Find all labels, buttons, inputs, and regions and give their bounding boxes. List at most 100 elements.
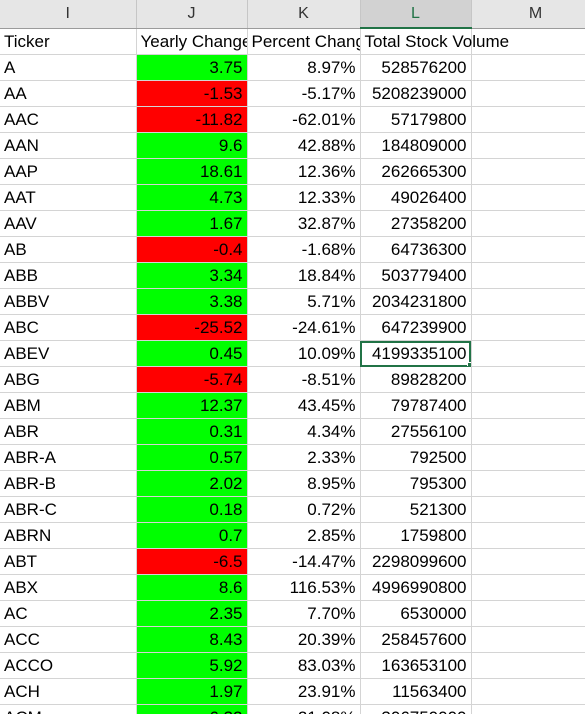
empty-cell[interactable]: [471, 158, 585, 185]
empty-cell[interactable]: [471, 392, 585, 419]
percent-change-cell[interactable]: 12.36%: [247, 158, 361, 185]
ticker-cell[interactable]: ABB: [0, 262, 137, 289]
column-header-i[interactable]: I: [0, 0, 137, 29]
empty-cell[interactable]: [471, 80, 585, 107]
ticker-cell[interactable]: ABEV: [0, 340, 137, 367]
total-volume-cell[interactable]: 89828200: [360, 366, 472, 393]
total-volume-cell[interactable]: 27556100: [360, 418, 472, 445]
ticker-cell[interactable]: AC: [0, 600, 137, 627]
column-header-m[interactable]: M: [471, 0, 585, 29]
percent-change-cell[interactable]: 21.08%: [247, 704, 361, 714]
yearly-change-cell[interactable]: 18.61: [136, 158, 248, 185]
empty-cell[interactable]: [471, 496, 585, 523]
ticker-cell[interactable]: ABR-B: [0, 470, 137, 497]
percent-change-cell[interactable]: 18.84%: [247, 262, 361, 289]
percent-change-cell[interactable]: 43.45%: [247, 392, 361, 419]
total-volume-cell[interactable]: 528576200: [360, 54, 472, 81]
yearly-change-cell[interactable]: -0.4: [136, 236, 248, 263]
yearly-change-cell[interactable]: 8.6: [136, 574, 248, 601]
yearly-change-cell[interactable]: 1.67: [136, 210, 248, 237]
total-volume-cell[interactable]: 64736300: [360, 236, 472, 263]
empty-cell[interactable]: [471, 418, 585, 445]
ticker-cell[interactable]: AAN: [0, 132, 137, 159]
empty-cell[interactable]: [471, 340, 585, 367]
empty-cell[interactable]: [471, 548, 585, 575]
percent-change-cell[interactable]: 23.91%: [247, 678, 361, 705]
yearly-change-cell[interactable]: 1.97: [136, 678, 248, 705]
ticker-cell[interactable]: AB: [0, 236, 137, 263]
yearly-change-cell[interactable]: 0.57: [136, 444, 248, 471]
yearly-change-cell[interactable]: 6.32: [136, 704, 248, 714]
total-volume-cell[interactable]: 792500: [360, 444, 472, 471]
ticker-cell[interactable]: ABRN: [0, 522, 137, 549]
total-volume-cell[interactable]: 795300: [360, 470, 472, 497]
percent-change-cell[interactable]: 5.71%: [247, 288, 361, 315]
ticker-cell[interactable]: ABR: [0, 418, 137, 445]
percent-change-cell[interactable]: 8.97%: [247, 54, 361, 81]
total-volume-cell[interactable]: 2034231800: [360, 288, 472, 315]
empty-cell[interactable]: [471, 314, 585, 341]
percent-change-cell[interactable]: -62.01%: [247, 106, 361, 133]
total-volume-cell[interactable]: 57179800: [360, 106, 472, 133]
ticker-header-cell[interactable]: Ticker: [0, 28, 137, 55]
total-volume-cell[interactable]: 1759800: [360, 522, 472, 549]
yearly-change-cell[interactable]: -5.74: [136, 366, 248, 393]
yearly-change-cell[interactable]: 0.45: [136, 340, 248, 367]
ticker-cell[interactable]: ABC: [0, 314, 137, 341]
yearly-change-cell[interactable]: 0.7: [136, 522, 248, 549]
yearly-change-cell[interactable]: 12.37: [136, 392, 248, 419]
total-volume-cell[interactable]: 2298099600: [360, 548, 472, 575]
ticker-cell[interactable]: ABX: [0, 574, 137, 601]
empty-cell[interactable]: [471, 54, 585, 81]
empty-cell[interactable]: [471, 236, 585, 263]
empty-cell[interactable]: [471, 626, 585, 653]
yearly-change-cell[interactable]: 0.18: [136, 496, 248, 523]
percent-change-cell[interactable]: 12.33%: [247, 184, 361, 211]
ticker-cell[interactable]: ABBV: [0, 288, 137, 315]
yearly-change-cell[interactable]: 3.75: [136, 54, 248, 81]
yearly-change-cell[interactable]: 4.73: [136, 184, 248, 211]
total-volume-cell[interactable]: 306750000: [360, 704, 472, 714]
empty-cell[interactable]: [471, 262, 585, 289]
empty-cell[interactable]: [471, 574, 585, 601]
percent-change-header-cell[interactable]: Percent Change: [247, 28, 361, 55]
total-volume-cell[interactable]: 184809000: [360, 132, 472, 159]
total-volume-cell[interactable]: 262665300: [360, 158, 472, 185]
ticker-cell[interactable]: ABG: [0, 366, 137, 393]
ticker-cell[interactable]: AAV: [0, 210, 137, 237]
yearly-change-cell[interactable]: -6.5: [136, 548, 248, 575]
ticker-cell[interactable]: ABM: [0, 392, 137, 419]
percent-change-cell[interactable]: 0.72%: [247, 496, 361, 523]
yearly-change-cell[interactable]: 3.34: [136, 262, 248, 289]
percent-change-cell[interactable]: 4.34%: [247, 418, 361, 445]
ticker-cell[interactable]: ACCO: [0, 652, 137, 679]
percent-change-cell[interactable]: 10.09%: [247, 340, 361, 367]
column-header-l[interactable]: L: [360, 0, 472, 29]
empty-cell[interactable]: [471, 704, 585, 714]
empty-cell[interactable]: [471, 652, 585, 679]
percent-change-cell[interactable]: 32.87%: [247, 210, 361, 237]
percent-change-cell[interactable]: 7.70%: [247, 600, 361, 627]
empty-cell[interactable]: [471, 288, 585, 315]
ticker-cell[interactable]: AA: [0, 80, 137, 107]
total-volume-cell[interactable]: 258457600: [360, 626, 472, 653]
empty-cell[interactable]: [471, 600, 585, 627]
total-volume-cell[interactable]: 11563400: [360, 678, 472, 705]
percent-change-cell[interactable]: 20.39%: [247, 626, 361, 653]
empty-cell[interactable]: [471, 132, 585, 159]
percent-change-cell[interactable]: 2.33%: [247, 444, 361, 471]
total-volume-cell[interactable]: 27358200: [360, 210, 472, 237]
empty-cell[interactable]: [471, 106, 585, 133]
yearly-change-cell[interactable]: 3.38: [136, 288, 248, 315]
ticker-cell[interactable]: ACM: [0, 704, 137, 714]
yearly-change-cell[interactable]: -11.82: [136, 106, 248, 133]
empty-cell[interactable]: [471, 28, 585, 55]
empty-cell[interactable]: [471, 210, 585, 237]
yearly-change-header-cell[interactable]: Yearly Change: [136, 28, 248, 55]
empty-cell[interactable]: [471, 184, 585, 211]
total-volume-cell[interactable]: 5208239000: [360, 80, 472, 107]
yearly-change-cell[interactable]: 9.6: [136, 132, 248, 159]
ticker-cell[interactable]: ABR-A: [0, 444, 137, 471]
total-volume-cell[interactable]: 79787400: [360, 392, 472, 419]
empty-cell[interactable]: [471, 444, 585, 471]
